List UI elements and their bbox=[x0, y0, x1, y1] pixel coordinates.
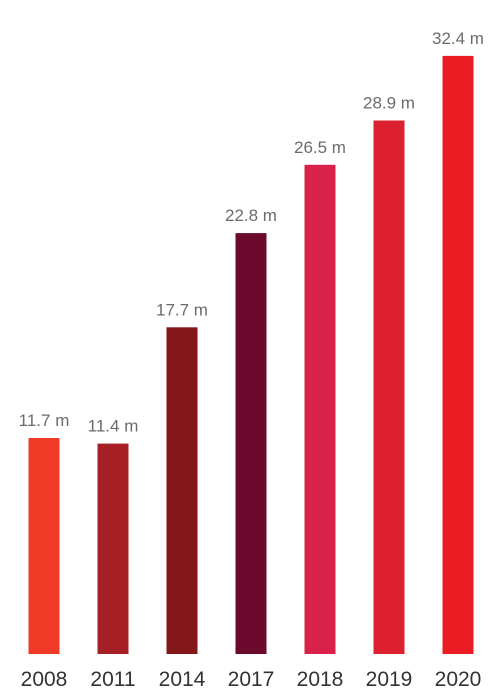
value-label-2018: 26.5 m bbox=[294, 138, 346, 157]
value-label-2020: 32.4 m bbox=[432, 29, 484, 48]
x-tick-label-2019: 2019 bbox=[366, 668, 413, 689]
x-tick-label-2018: 2018 bbox=[297, 668, 344, 689]
bar-2018 bbox=[304, 164, 336, 655]
x-tick-label-2008: 2008 bbox=[21, 668, 68, 689]
value-label-2011: 11.4 m bbox=[88, 417, 139, 436]
bar-2020 bbox=[442, 55, 474, 654]
value-label-2017: 22.8 m bbox=[225, 206, 277, 225]
x-tick-label-2014: 2014 bbox=[159, 668, 206, 689]
x-tick-label-2020: 2020 bbox=[435, 668, 482, 689]
bar-2008 bbox=[28, 438, 60, 654]
value-label-2014: 17.7 m bbox=[156, 300, 208, 319]
x-tick-label-2011: 2011 bbox=[90, 668, 135, 689]
bars-group bbox=[28, 55, 474, 655]
bar-2011 bbox=[97, 443, 129, 654]
x-axis-tick-labels: 2008 2011 2014 2017 2018 2019 2020 bbox=[21, 668, 482, 689]
bar-2017 bbox=[235, 233, 267, 654]
bar-2019 bbox=[373, 120, 405, 654]
bar-2014 bbox=[166, 327, 198, 654]
value-labels-group: 11.7 m 11.4 m 17.7 m 22.8 m 26.5 m 28.9 m 32.4… bbox=[19, 29, 484, 436]
value-label-2019: 28.9 m bbox=[363, 94, 415, 113]
value-label-2008: 11.7 m bbox=[19, 411, 70, 430]
x-tick-label-2017: 2017 bbox=[228, 668, 275, 689]
